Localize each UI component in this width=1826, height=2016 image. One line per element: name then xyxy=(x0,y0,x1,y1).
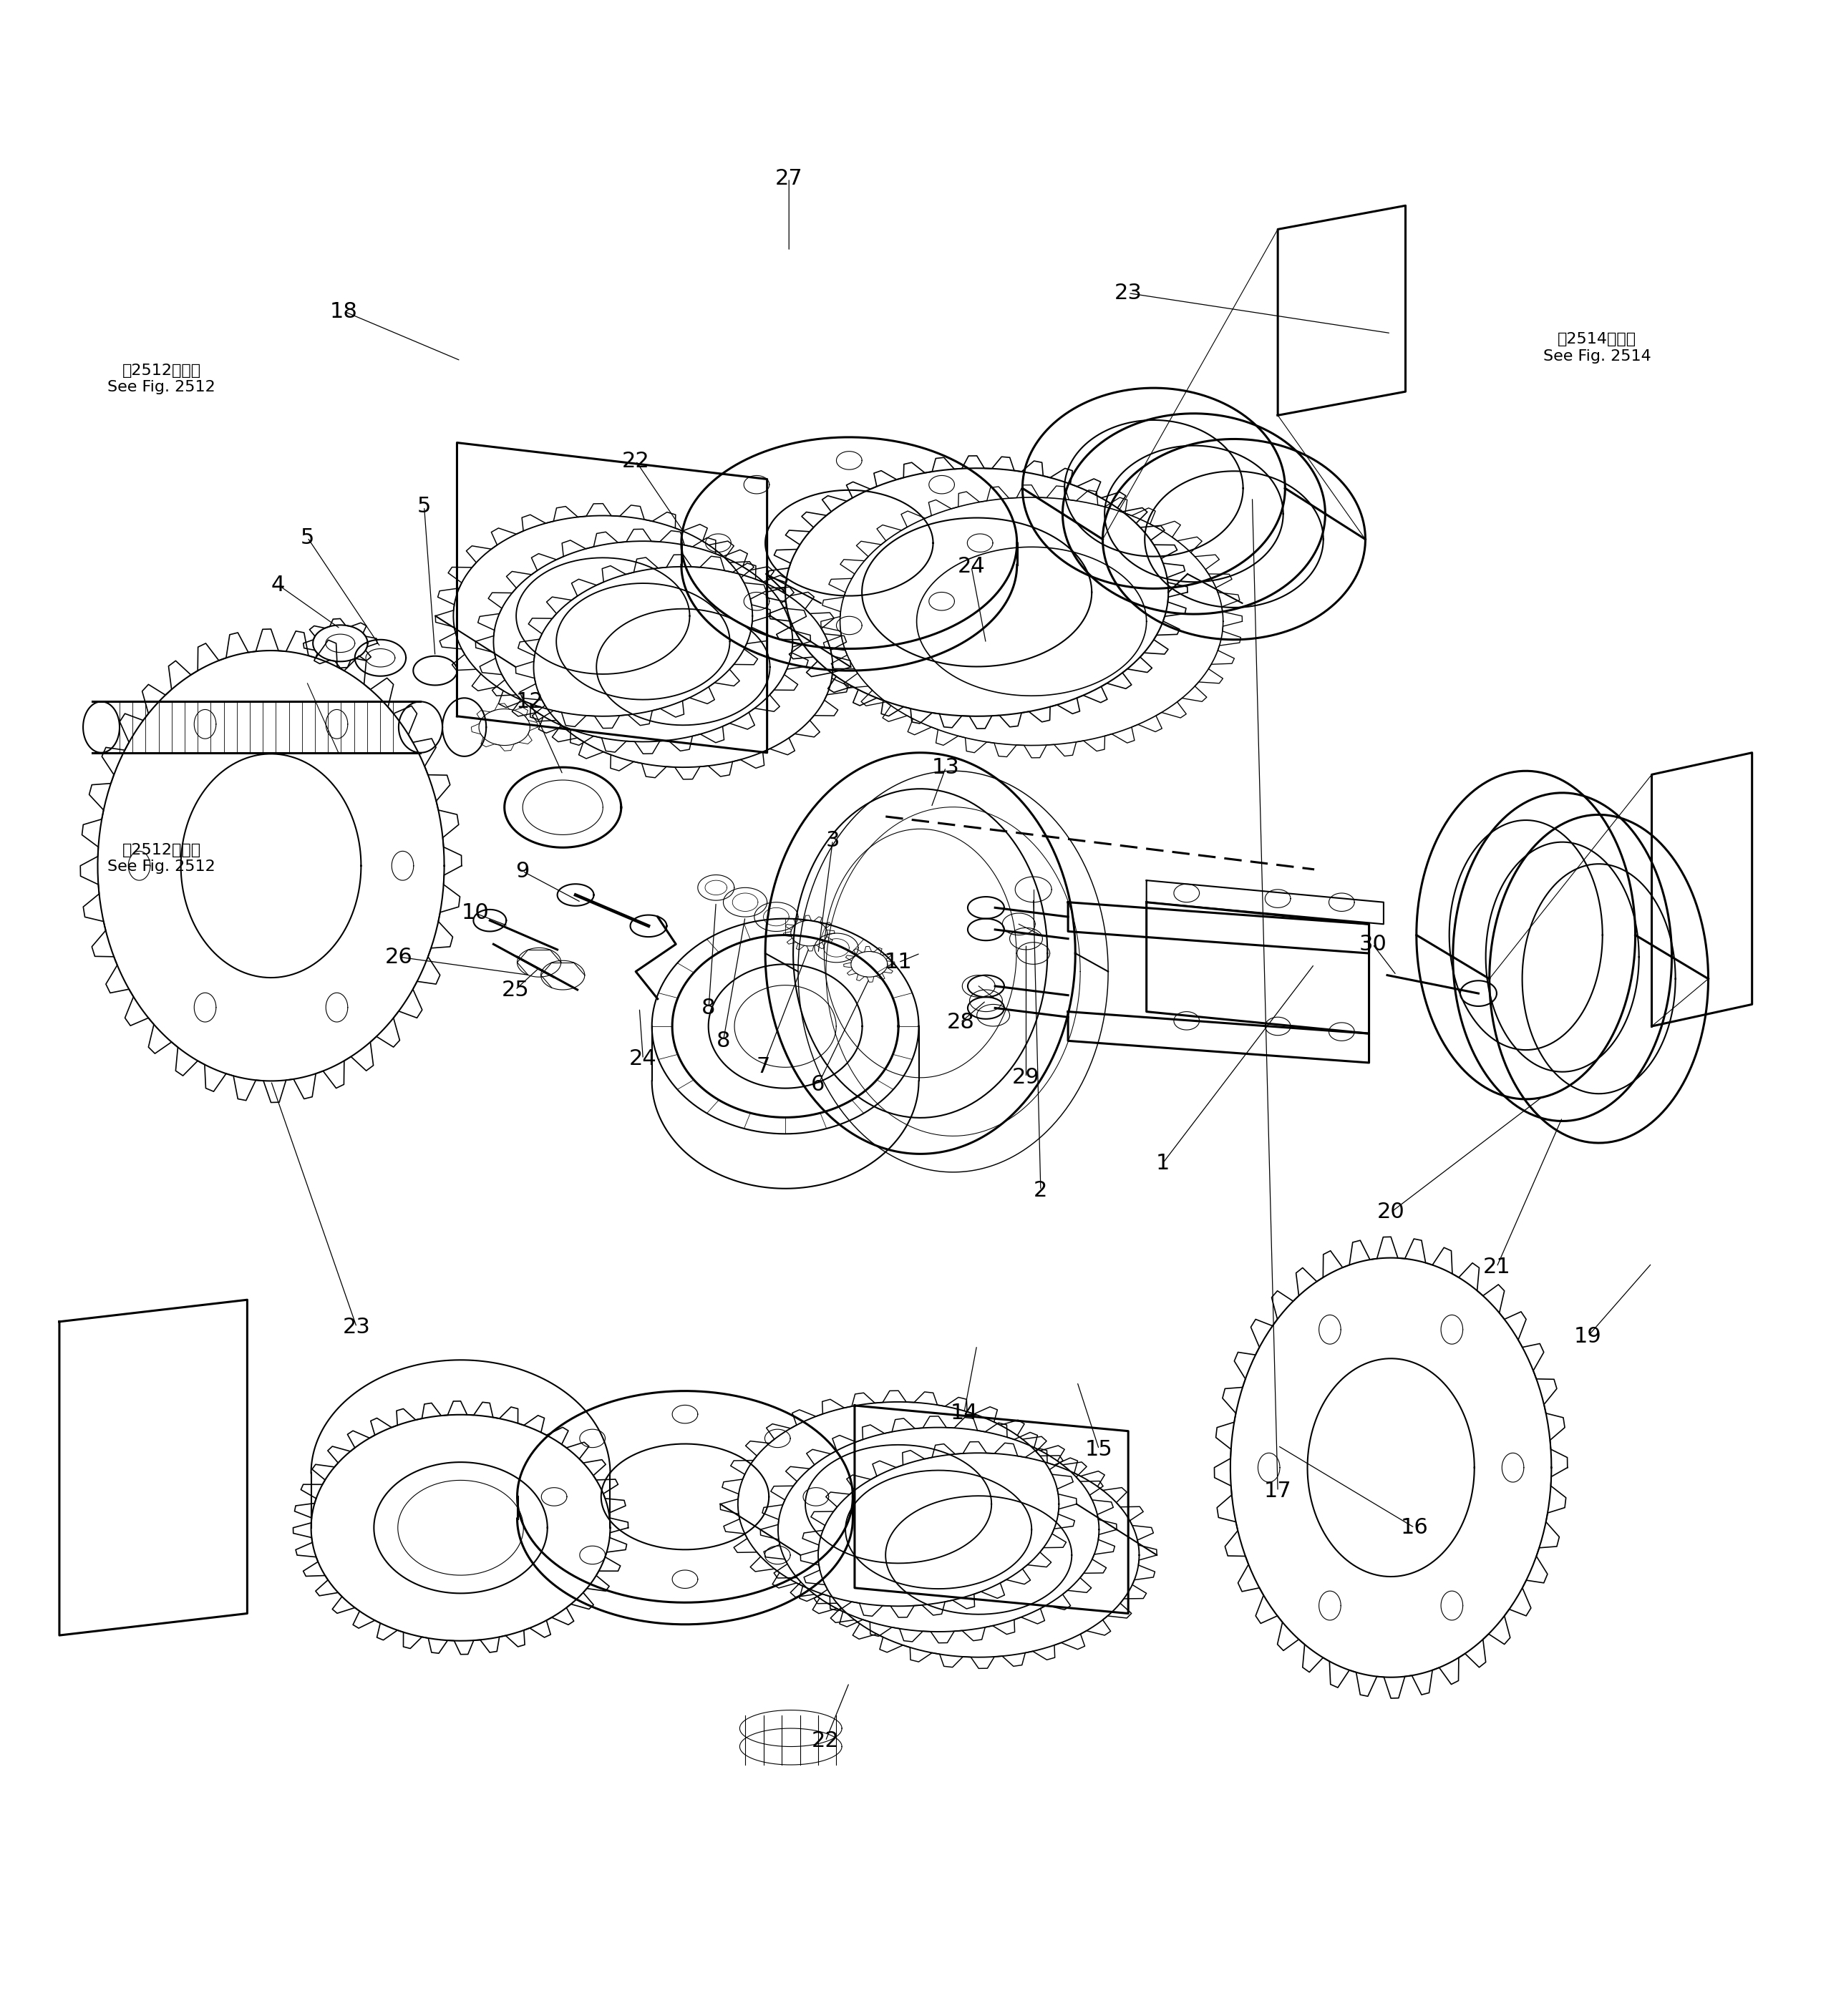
Text: 29: 29 xyxy=(1012,1066,1041,1089)
Text: 17: 17 xyxy=(1264,1482,1291,1502)
Text: 25: 25 xyxy=(502,980,530,1000)
Text: 第2512図参照
See Fig. 2512: 第2512図参照 See Fig. 2512 xyxy=(108,843,215,873)
Text: 20: 20 xyxy=(1377,1202,1404,1222)
Text: 10: 10 xyxy=(462,903,489,923)
Text: 23: 23 xyxy=(343,1316,371,1337)
Text: 11: 11 xyxy=(884,952,913,974)
Text: 22: 22 xyxy=(623,450,650,472)
Text: 26: 26 xyxy=(385,948,413,968)
Text: 第2514図参照
See Fig. 2514: 第2514図参照 See Fig. 2514 xyxy=(1543,333,1651,363)
Text: 28: 28 xyxy=(946,1012,975,1032)
Text: 27: 27 xyxy=(774,167,803,190)
Text: 6: 6 xyxy=(811,1075,825,1095)
Text: 12: 12 xyxy=(517,691,544,712)
Text: 13: 13 xyxy=(931,756,960,778)
Text: 18: 18 xyxy=(331,300,358,323)
Text: 1: 1 xyxy=(1156,1153,1170,1173)
Text: 24: 24 xyxy=(957,556,986,577)
Text: 4: 4 xyxy=(272,575,285,595)
Text: 9: 9 xyxy=(515,861,530,881)
Text: 30: 30 xyxy=(1359,933,1386,954)
Text: 8: 8 xyxy=(701,998,716,1018)
Text: 7: 7 xyxy=(756,1056,771,1077)
Text: 第2512図参照
See Fig. 2512: 第2512図参照 See Fig. 2512 xyxy=(108,363,215,395)
Text: 19: 19 xyxy=(1574,1327,1601,1347)
Text: 22: 22 xyxy=(811,1730,840,1752)
Text: 21: 21 xyxy=(1483,1256,1510,1278)
Text: 2: 2 xyxy=(1034,1179,1048,1202)
Text: 3: 3 xyxy=(825,831,840,851)
Text: 24: 24 xyxy=(630,1048,657,1068)
Text: 16: 16 xyxy=(1401,1518,1428,1538)
Text: 15: 15 xyxy=(1085,1439,1112,1460)
Text: 14: 14 xyxy=(950,1403,979,1423)
Text: 8: 8 xyxy=(716,1030,730,1050)
Text: 23: 23 xyxy=(1114,282,1141,304)
Text: 5: 5 xyxy=(301,526,314,548)
Text: 5: 5 xyxy=(416,496,431,516)
